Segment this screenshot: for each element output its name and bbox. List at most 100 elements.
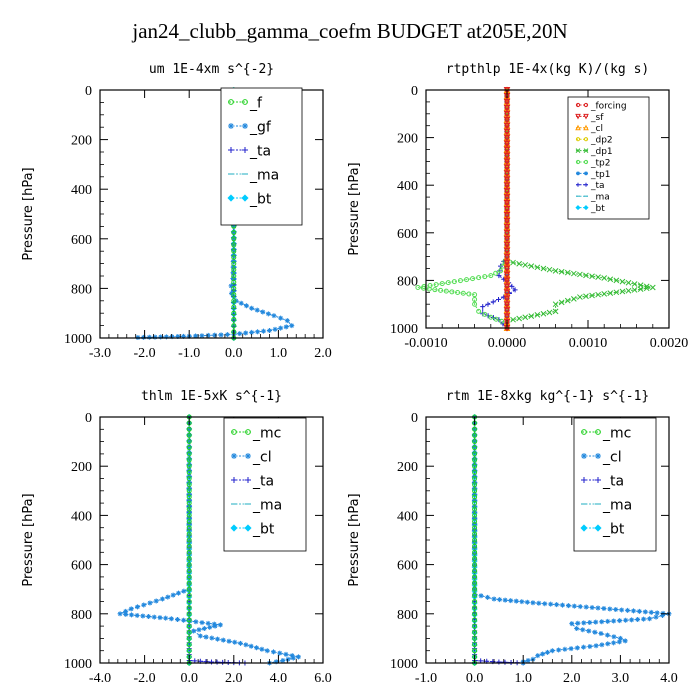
data-point [641, 616, 647, 622]
data-point [472, 292, 478, 298]
legend: _mc _cl _ta _ma _bt [573, 417, 657, 552]
data-point [504, 147, 510, 152]
legend-marker [228, 123, 234, 129]
data-point [181, 588, 187, 594]
x-tick-label: 6.0 [314, 671, 332, 686]
data-point [205, 620, 211, 626]
x-tick-label: -1.0 [415, 671, 437, 686]
legend-label: _f [249, 95, 263, 111]
x-tick-label: -2.0 [134, 671, 156, 686]
data-point [186, 562, 192, 568]
data-point [186, 432, 192, 438]
data-point [556, 647, 562, 653]
legend-label: _sf [590, 113, 604, 123]
y-tick-label: 0 [411, 411, 418, 426]
data-point [493, 316, 499, 322]
data-point [147, 600, 153, 606]
data-point [635, 616, 641, 622]
data-point [153, 598, 159, 604]
data-point [199, 620, 205, 626]
data-point [433, 282, 439, 288]
data-point [502, 659, 508, 665]
data-point [159, 596, 165, 602]
legend: _mc _cl _ta _ma _bt [223, 417, 307, 552]
data-point [595, 291, 601, 298]
data-point [589, 273, 595, 280]
data-point [158, 334, 164, 340]
legend-label: _ma [249, 167, 279, 183]
data-point [255, 329, 261, 335]
legend-marker [245, 429, 251, 435]
data-point [504, 230, 510, 236]
data-point [196, 627, 202, 633]
legend-item-bt: _bt [227, 191, 272, 207]
data-point [186, 476, 192, 481]
data-point [432, 287, 438, 293]
data-point [504, 254, 510, 260]
data-point [504, 135, 510, 141]
data-point [647, 616, 653, 622]
legend-item-ma: _ma [231, 497, 282, 513]
data-point [485, 594, 491, 600]
x-tick-label: 1.0 [514, 671, 532, 686]
panel-4: rtm 1E-8xkg kg^{-1} s^{-1} Pressure [hPa]… [347, 389, 678, 686]
legend-marker [575, 102, 581, 108]
data-point [504, 248, 510, 254]
data-point [197, 633, 203, 639]
data-point [583, 293, 589, 300]
data-point [472, 617, 478, 623]
data-point [472, 642, 478, 648]
data-point [151, 614, 157, 620]
data-point [455, 290, 461, 296]
data-point [498, 268, 504, 274]
legend-marker [583, 102, 589, 108]
data-point [611, 640, 617, 646]
data-point [193, 619, 199, 625]
data-point [472, 568, 478, 574]
data-point [605, 641, 611, 647]
data-point [619, 607, 625, 613]
y-tick-label: 1000 [390, 657, 418, 672]
data-point [243, 330, 249, 336]
legend-item-ma: _ma [576, 193, 610, 203]
data-point [580, 627, 586, 633]
data-point [186, 497, 192, 503]
data-point [625, 287, 632, 294]
data-point [504, 236, 510, 242]
data-point [186, 592, 192, 598]
y-tick-label: 1000 [64, 657, 92, 672]
data-point [530, 600, 536, 606]
y-tick-label: 200 [71, 134, 92, 149]
legend-label: _cl [252, 449, 272, 465]
data-point [231, 267, 237, 273]
x-tick-label: -0.0010 [404, 336, 447, 351]
data-point [504, 176, 510, 182]
data-point [504, 212, 510, 218]
x-tick-label: 0.0020 [650, 336, 689, 351]
data-point [472, 469, 478, 475]
data-point [231, 273, 237, 279]
data-point [248, 643, 254, 649]
data-point [472, 592, 478, 598]
data-point [472, 568, 478, 574]
data-point [186, 519, 192, 525]
legend-marker [575, 124, 581, 131]
legend-marker [242, 147, 248, 153]
data-point [472, 500, 478, 506]
data-point [522, 262, 529, 268]
data-point [497, 597, 503, 603]
data-point [209, 635, 215, 641]
data-point [186, 451, 192, 457]
legend-marker [581, 453, 587, 459]
data-point [625, 279, 632, 286]
data-point [134, 612, 140, 618]
data-point [510, 316, 516, 323]
data-point [283, 324, 289, 330]
data-point [613, 277, 620, 284]
panel-1: um 1E-4xm s^{-2} Pressure [hPa] -3.0 -2.0 -1… [21, 62, 332, 361]
data-point [542, 601, 548, 607]
data-point [231, 323, 237, 329]
x-tick-label: -4.0 [89, 671, 111, 686]
x-tick-label: 0.0000 [488, 336, 527, 351]
figure-title: jan24_clubb_gamma_coefm BUDGET at205E,20… [131, 19, 567, 43]
